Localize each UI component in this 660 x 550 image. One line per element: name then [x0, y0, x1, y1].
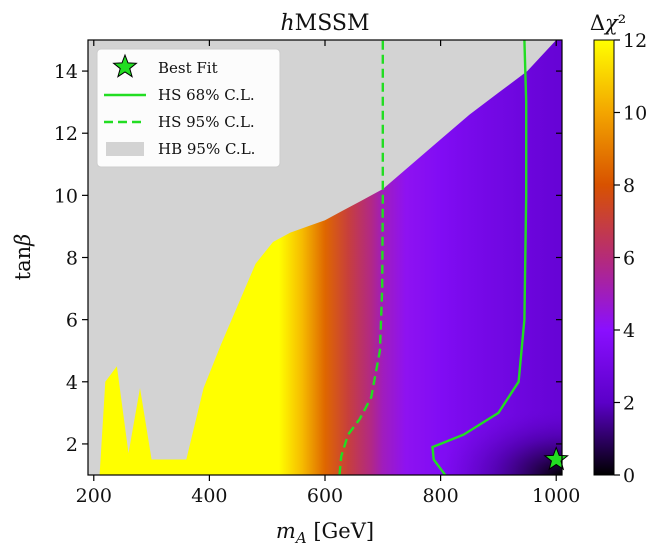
- contour-hs-95: [338, 40, 384, 475]
- y-tick-label: 14: [54, 61, 78, 83]
- colorbar-tick-label: 8: [623, 175, 635, 197]
- x-axis: 200 400 600 800 1000: [76, 40, 580, 507]
- legend-label-best-fit: Best Fit: [158, 59, 218, 77]
- legend-label-hs95: HS 95% C.L.: [158, 113, 255, 131]
- y-tick-label: 4: [66, 372, 78, 394]
- y-tick-label: 2: [66, 434, 78, 456]
- colorbar-ticks: 0 2 4 6 8 10 12: [614, 30, 647, 487]
- x-tick-label: 600: [307, 485, 343, 507]
- heatmap-layer: [99, 40, 562, 475]
- y-axis: 2 4 6 8 10 12 14: [54, 61, 562, 456]
- y-axis-label: tanβ: [11, 234, 35, 281]
- colorbar-tick-label: 12: [623, 30, 647, 52]
- colorbar-label: Δχ²: [590, 11, 626, 35]
- allowed-region: [99, 40, 562, 475]
- y-tick-label: 12: [54, 123, 78, 145]
- y-tick-label: 8: [66, 248, 78, 270]
- contour-hs-68: [431, 40, 528, 475]
- x-tick-label: 1000: [532, 485, 580, 507]
- legend-label-hs68: HS 68% C.L.: [158, 86, 255, 104]
- colorbar-tick-label: 4: [623, 320, 635, 342]
- colorbar-tick-label: 10: [623, 103, 647, 125]
- x-tick-label: 800: [422, 485, 458, 507]
- colorbar-tick-label: 6: [623, 248, 635, 270]
- colorbar-tick-label: 0: [623, 465, 635, 487]
- legend-box: [96, 48, 281, 168]
- x-tick-label: 400: [191, 485, 227, 507]
- legend-label-hb95: HB 95% C.L.: [158, 140, 255, 158]
- y-tick-label: 6: [66, 310, 78, 332]
- y-tick-label: 10: [54, 185, 78, 207]
- minimum-region: [440, 406, 562, 475]
- x-axis-label: mA [GeV]: [276, 519, 374, 546]
- contours-layer: [338, 40, 528, 475]
- x-tick-label: 200: [76, 485, 112, 507]
- legend-star-icon: [112, 53, 138, 78]
- colorbar: 0 2 4 6 8 10 12 Δχ²: [590, 11, 647, 487]
- colorbar-gradient: [593, 39, 615, 476]
- chart-title: hMSSM: [281, 11, 370, 36]
- legend: Best Fit HS 68% C.L. HS 95% C.L. HB 95% …: [96, 48, 281, 168]
- colorbar-tick-label: 2: [623, 393, 635, 415]
- best-fit-star: [543, 446, 569, 471]
- legend-patch-hb: [106, 142, 144, 156]
